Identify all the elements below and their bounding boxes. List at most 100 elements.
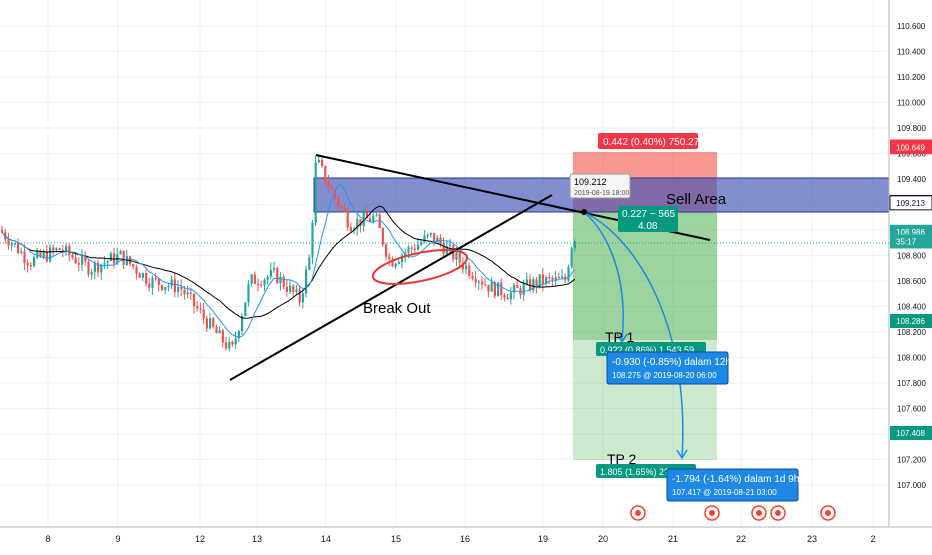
- candle-body: [276, 268, 279, 284]
- calendar-event-icon[interactable]: [820, 505, 836, 521]
- time-tick-label: 9: [115, 534, 120, 544]
- time-tick-label: 12: [195, 534, 205, 544]
- candle-body: [433, 232, 436, 243]
- candle-body: [333, 189, 336, 199]
- candle-body: [10, 243, 13, 246]
- price-badge: 108.286: [890, 314, 932, 329]
- candle-body: [49, 247, 52, 262]
- entry-point-marker[interactable]: [581, 209, 587, 215]
- candle-body: [193, 293, 196, 307]
- candle-body: [189, 292, 192, 294]
- calendar-event-icon[interactable]: [751, 505, 767, 521]
- stop-box-label: 0.442 (0.40%) 750.27: [598, 133, 700, 149]
- time-axis[interactable]: 8 9 12 13 14 15 16 19 20 21 22 23 2: [0, 526, 932, 550]
- candle-body: [327, 182, 330, 188]
- price-tick-label: 108.200: [897, 328, 926, 337]
- candle-body: [141, 272, 144, 278]
- candle-body: [100, 264, 103, 273]
- candle-body: [1, 230, 4, 233]
- candle-body: [429, 232, 432, 235]
- candle-body: [164, 287, 167, 290]
- candle-body: [205, 318, 208, 329]
- candle-body: [97, 262, 100, 273]
- breakout-ellipse[interactable]: [370, 243, 470, 290]
- candle-body: [551, 277, 554, 281]
- candle-body: [145, 272, 148, 284]
- candle-body: [241, 315, 244, 331]
- calendar-event-icon[interactable]: [704, 505, 720, 521]
- candle-body: [391, 258, 394, 267]
- candle-body: [183, 289, 186, 295]
- price-badge: 107.408: [890, 425, 932, 440]
- candle-body: [365, 212, 368, 219]
- candle-body: [237, 330, 240, 339]
- candle-body: [295, 289, 298, 292]
- candle-body: [279, 276, 282, 284]
- candle-body: [372, 215, 375, 222]
- candle-body: [481, 281, 484, 285]
- time-tick-label: 19: [538, 534, 548, 544]
- candle-body: [52, 247, 55, 251]
- time-tick-label: 2: [870, 534, 875, 544]
- price-axis[interactable]: 110.600 110.400 110.200 110.000 109.800 109.6…: [888, 0, 932, 527]
- candle-body: [269, 269, 272, 277]
- candle-body: [305, 269, 308, 294]
- calendar-event-icon[interactable]: [770, 505, 786, 521]
- candle-body: [125, 256, 128, 265]
- time-tick-label: 14: [321, 534, 331, 544]
- candle-body: [209, 318, 212, 329]
- tp1-profit-zone[interactable]: [573, 212, 717, 340]
- candle-body: [122, 250, 125, 265]
- candle-body: [500, 282, 503, 296]
- calendar-event-icon[interactable]: [630, 505, 646, 521]
- time-tick-label: 22: [736, 534, 746, 544]
- candle-body: [513, 285, 516, 293]
- candle-body: [247, 283, 250, 303]
- candle-body: [321, 159, 324, 167]
- candle-body: [538, 274, 541, 287]
- candle-body: [39, 251, 42, 257]
- candle-body: [177, 286, 180, 293]
- candle-body: [68, 245, 71, 256]
- candle-body: [138, 273, 141, 278]
- candle-body: [199, 308, 202, 310]
- candle-body: [253, 274, 256, 285]
- candle-body: [532, 279, 535, 291]
- candle-body: [212, 318, 215, 327]
- tp1-forecast-box: -0.930 (-0.85%) dalam 12h 108.275 @ 2019…: [606, 351, 731, 385]
- candle-body: [471, 275, 474, 279]
- candle-body: [529, 279, 532, 291]
- candle-body: [378, 214, 381, 229]
- candle-body: [103, 262, 106, 265]
- svg-text:108.275 @ 2019-08-20 06:00: 108.275 @ 2019-08-20 06:00: [612, 371, 717, 380]
- candle-body: [420, 242, 423, 245]
- time-tick-label: 8: [45, 534, 50, 544]
- candle-body: [215, 326, 218, 334]
- price-tick-label: 107.800: [897, 379, 926, 388]
- candle-body: [170, 279, 173, 286]
- candle-body: [561, 276, 564, 279]
- candle-body: [567, 267, 570, 281]
- candle-body: [506, 297, 509, 300]
- candle-body: [42, 251, 45, 257]
- candle-body: [282, 276, 285, 287]
- candle-body: [490, 282, 493, 292]
- candle-body: [426, 234, 429, 236]
- candle-body: [311, 222, 314, 258]
- price-badge: 35:17: [890, 234, 932, 249]
- candle-body: [202, 309, 205, 319]
- candle-body: [65, 245, 68, 253]
- entry-tooltip-date: 2019-08-19 18:00: [574, 190, 629, 197]
- candle-body: [359, 219, 362, 227]
- candle-body: [228, 341, 231, 349]
- candle-body: [401, 255, 404, 263]
- ascending-trendline[interactable]: [229, 194, 553, 381]
- time-tick-label: 21: [668, 534, 678, 544]
- candle-body: [519, 288, 522, 295]
- svg-text:108.286: 108.286: [896, 317, 925, 326]
- svg-text:107.417 @ 2019-08-21 03:00: 107.417 @ 2019-08-21 03:00: [672, 488, 777, 497]
- candle-body: [394, 263, 397, 267]
- candle-body: [106, 261, 109, 263]
